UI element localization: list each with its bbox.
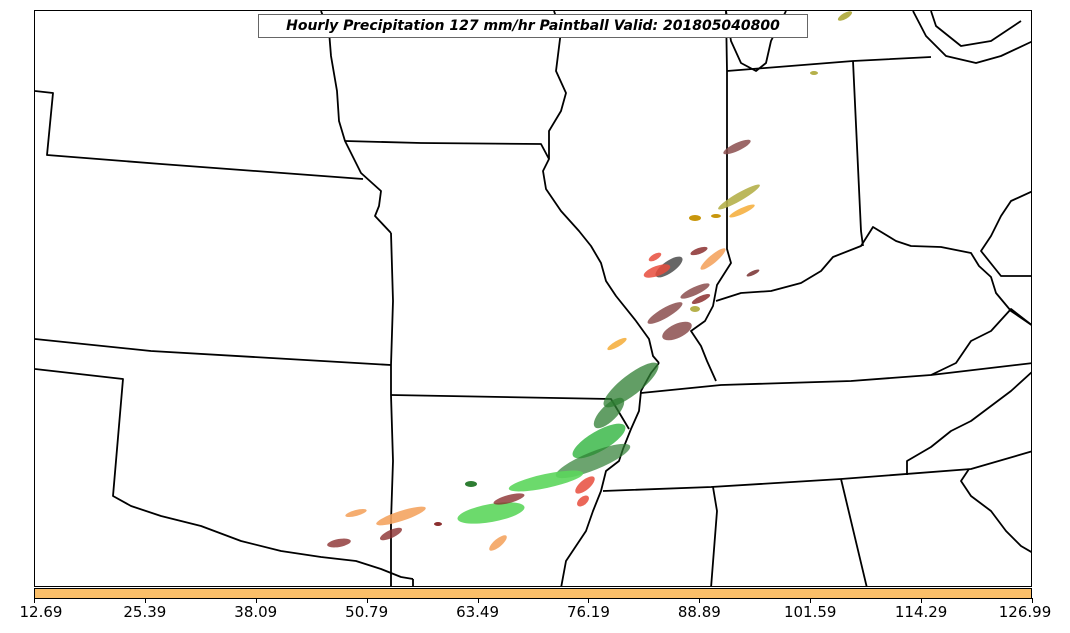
colorbar-tick-label: 63.49 bbox=[456, 603, 500, 621]
lake-erie-shore-2 bbox=[930, 11, 1022, 47]
colorbar-tick-label: 38.09 bbox=[234, 603, 278, 621]
paintball bbox=[662, 321, 692, 341]
colorbar-tick-label: 76.19 bbox=[566, 603, 610, 621]
al-ga-border bbox=[840, 478, 868, 586]
ia-mo-border bbox=[344, 140, 550, 160]
colorbar-tick-label: 101.59 bbox=[783, 603, 837, 621]
colorbar-tick bbox=[477, 598, 479, 603]
colorbar-tick bbox=[144, 598, 146, 603]
ms-al-border bbox=[710, 486, 718, 586]
colorbar-tick bbox=[588, 598, 590, 603]
state-boundaries bbox=[35, 11, 1031, 586]
lake-michigan-shore bbox=[725, 11, 787, 72]
paintball bbox=[711, 214, 721, 218]
paintball bbox=[327, 538, 351, 548]
paintball bbox=[577, 495, 589, 507]
colorbar-tick-label: 25.39 bbox=[123, 603, 167, 621]
colorbar bbox=[34, 588, 1032, 599]
paintball bbox=[603, 362, 659, 408]
paintball bbox=[718, 184, 760, 210]
paintball bbox=[810, 71, 818, 75]
ok-panhandle bbox=[35, 368, 414, 580]
paintball bbox=[700, 248, 726, 270]
paintball bbox=[746, 269, 760, 277]
ks-ok-border bbox=[35, 338, 392, 366]
mississippi-lower bbox=[560, 362, 660, 586]
il-in-border bbox=[690, 11, 732, 382]
colorbar-tick bbox=[366, 598, 368, 603]
paintball bbox=[465, 481, 477, 487]
in-mi-border bbox=[726, 56, 932, 72]
mo-ar-border bbox=[390, 394, 630, 430]
wv-border bbox=[980, 190, 1031, 277]
paintball bbox=[648, 252, 662, 262]
paintball bbox=[607, 337, 627, 351]
tn-ky-border bbox=[640, 362, 1031, 394]
colorbar-tick-label: 88.89 bbox=[677, 603, 721, 621]
paintball bbox=[379, 527, 403, 541]
ok-ar-border bbox=[390, 365, 394, 586]
paintball bbox=[691, 293, 711, 305]
lake-erie-shore bbox=[912, 11, 1031, 64]
paintball bbox=[690, 306, 700, 312]
map-canvas bbox=[35, 11, 1031, 586]
nc-va-border bbox=[906, 371, 1031, 475]
colorbar-tick-label: 126.99 bbox=[998, 603, 1052, 621]
paintball bbox=[690, 246, 708, 256]
map-title: Hourly Precipitation 127 mm/hr Paintball… bbox=[258, 14, 808, 38]
mississippi-upper bbox=[542, 11, 660, 364]
paintball bbox=[345, 508, 367, 518]
colorbar-tick bbox=[699, 598, 701, 603]
ga-nc-border bbox=[960, 468, 1031, 553]
paintball bbox=[555, 443, 631, 479]
paintball bbox=[643, 264, 671, 278]
in-oh-border bbox=[852, 60, 864, 247]
paintball bbox=[729, 204, 755, 218]
colorbar-tick bbox=[810, 598, 812, 603]
ky-va-border bbox=[930, 308, 1031, 376]
paintball bbox=[837, 11, 853, 21]
paintball bbox=[508, 470, 584, 492]
colorbar-tick-label: 114.29 bbox=[894, 603, 948, 621]
colorbar-tick-label: 12.69 bbox=[19, 603, 63, 621]
paintball bbox=[647, 302, 683, 324]
paintball bbox=[680, 283, 710, 299]
precip-paintballs bbox=[327, 11, 853, 551]
colorbar-tick bbox=[1032, 598, 1033, 603]
colorbar-tick-label: 50.79 bbox=[345, 603, 389, 621]
ne-ks-border bbox=[35, 90, 364, 180]
paintball bbox=[434, 522, 442, 526]
paintball bbox=[376, 506, 426, 526]
ohio-river bbox=[715, 226, 1031, 326]
paintball bbox=[689, 215, 701, 221]
paintball bbox=[723, 139, 751, 155]
missouri-river-border bbox=[320, 11, 392, 234]
paintball bbox=[593, 397, 625, 429]
paintball bbox=[457, 502, 525, 524]
colorbar-tick bbox=[34, 598, 35, 603]
map-frame bbox=[34, 10, 1032, 587]
paintball bbox=[572, 423, 626, 459]
colorbar-tick bbox=[921, 598, 923, 603]
paintball bbox=[493, 493, 525, 505]
colorbar-tick bbox=[255, 598, 257, 603]
paintball bbox=[489, 535, 507, 551]
ks-mo-border bbox=[390, 232, 394, 366]
paintball bbox=[575, 476, 595, 494]
